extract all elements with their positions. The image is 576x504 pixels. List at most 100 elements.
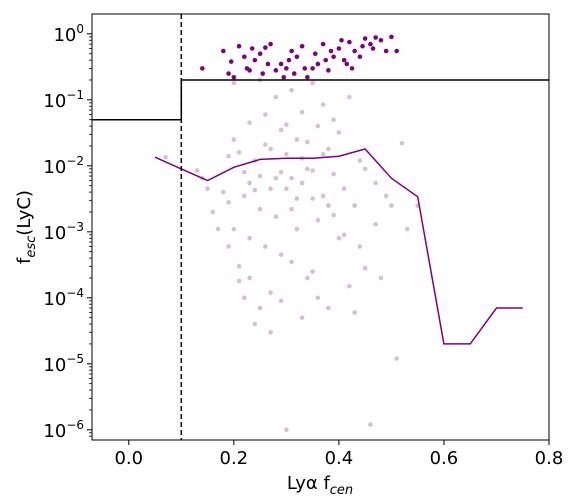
faint-point	[226, 153, 231, 159]
faint-point	[263, 112, 268, 117]
strong-point	[357, 54, 363, 60]
faint-point	[389, 203, 394, 208]
faint-point	[194, 168, 200, 173]
faint-point	[315, 217, 321, 223]
faint-point	[215, 226, 221, 232]
faint-point	[352, 203, 357, 208]
strong-point	[242, 54, 247, 60]
faint-point	[394, 356, 399, 361]
median-line	[154, 148, 523, 345]
faint-point	[236, 264, 242, 269]
y-tick-label: 100	[53, 22, 84, 46]
faint-point	[305, 275, 310, 281]
strong-point	[323, 57, 329, 63]
strong-point	[370, 46, 376, 51]
faint-point	[231, 80, 237, 86]
strong-point	[320, 41, 326, 47]
faint-point	[404, 226, 410, 232]
faint-point	[289, 259, 294, 265]
faint-point	[336, 235, 342, 241]
faint-point	[299, 109, 305, 115]
y-tick-label: 10−3	[43, 220, 84, 244]
faint-point	[242, 169, 247, 175]
strong-point	[221, 48, 226, 54]
strong-point	[368, 41, 373, 47]
faint-point	[357, 244, 363, 249]
x-tick-label: 0.4	[325, 448, 354, 469]
strong-point	[339, 37, 344, 43]
strong-point	[247, 68, 252, 73]
faint-point	[278, 169, 284, 175]
y-tick-label: 10−1	[43, 88, 84, 112]
faint-point	[247, 120, 252, 126]
faint-point	[252, 321, 258, 327]
faint-point	[278, 127, 284, 133]
strong-point	[394, 48, 399, 54]
faint-point	[305, 139, 310, 145]
strong-point	[344, 61, 350, 67]
strong-point	[200, 66, 205, 71]
y-tick-label: 10−4	[43, 286, 84, 310]
strong-point	[228, 59, 234, 64]
faint-point	[331, 212, 336, 218]
strong-point	[236, 43, 242, 49]
strong-point	[302, 66, 308, 71]
strong-point	[349, 66, 355, 71]
strong-point	[336, 46, 342, 51]
faint-point	[347, 94, 352, 100]
strong-point	[299, 43, 305, 49]
faint-point	[320, 151, 326, 157]
faint-point	[273, 175, 279, 181]
strong-point	[378, 37, 384, 43]
strong-point	[231, 74, 237, 80]
faint-point	[268, 146, 273, 152]
strong-point	[278, 61, 284, 67]
faint-point	[294, 196, 300, 201]
strong-point	[315, 61, 321, 67]
faint-point	[326, 146, 331, 152]
faint-point	[315, 123, 321, 129]
faint-point	[242, 295, 247, 301]
faint-point	[242, 193, 247, 199]
faint-point	[326, 305, 331, 311]
strong-point	[273, 68, 279, 73]
faint-point	[310, 196, 315, 201]
strong-point	[252, 57, 258, 63]
strong-point	[341, 57, 347, 63]
strong-point	[326, 68, 331, 73]
faint-point	[231, 226, 237, 232]
faint-point	[378, 275, 384, 281]
faint-point	[252, 187, 258, 193]
faint-point	[289, 87, 294, 93]
faint-point	[357, 158, 363, 163]
faint-point	[247, 180, 252, 186]
faint-point	[226, 244, 231, 249]
faint-point	[368, 422, 373, 427]
faint-point	[278, 298, 284, 304]
faint-point	[231, 137, 237, 142]
faint-point	[273, 214, 279, 219]
faint-point	[289, 175, 294, 181]
faint-point	[352, 310, 357, 315]
faint-point	[163, 154, 168, 160]
faint-point	[310, 269, 315, 274]
faint-point	[305, 166, 310, 172]
faint-point	[326, 203, 331, 208]
strong-point	[260, 71, 266, 76]
faint-point	[289, 206, 294, 212]
faint-point	[284, 427, 289, 433]
faint-point	[399, 140, 405, 146]
strong-point	[289, 48, 294, 54]
faint-point	[373, 222, 378, 227]
strong-point	[249, 46, 255, 51]
faint-point	[273, 94, 279, 100]
faint-point	[383, 193, 389, 199]
faint-point	[247, 235, 252, 241]
strong-point	[284, 66, 289, 71]
faint-point	[284, 122, 289, 128]
plot-frame	[91, 13, 550, 441]
faint-point	[362, 166, 368, 172]
x-tick-label: 0.0	[114, 448, 143, 469]
faint-point	[247, 275, 252, 281]
